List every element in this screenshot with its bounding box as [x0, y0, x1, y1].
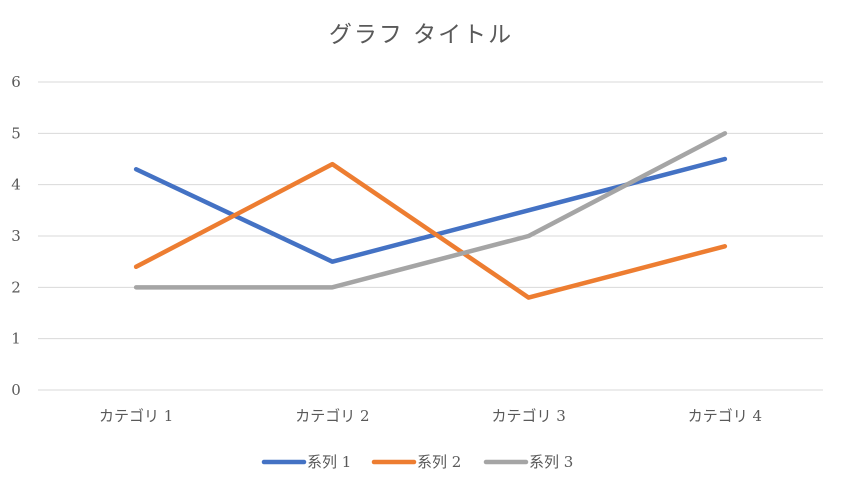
y-tick-label: 5	[11, 124, 21, 142]
y-axis-ticks: 0 1 2 3 4 5 6	[11, 73, 21, 399]
x-tick-label: カテゴリ 2	[295, 407, 369, 425]
y-tick-label: 1	[11, 330, 21, 348]
series-line-3	[133, 131, 728, 290]
legend-label: 系列 2	[417, 453, 461, 471]
legend-item-2: 系列 2	[371, 453, 461, 471]
series-lines	[133, 131, 728, 300]
y-tick-label: 2	[11, 278, 21, 296]
y-tick-label: 6	[11, 73, 21, 91]
y-tick-label: 0	[11, 381, 21, 399]
legend-label: 系列 1	[307, 453, 351, 471]
legend: 系列 1 系列 2 系列 3	[261, 453, 573, 471]
chart-title: グラフ タイトル	[329, 22, 513, 48]
legend-item-3: 系列 3	[483, 453, 573, 471]
series-line-1	[133, 156, 728, 264]
x-tick-label: カテゴリ 1	[99, 407, 173, 425]
series-line-2	[133, 161, 728, 300]
legend-label: 系列 3	[529, 453, 573, 471]
x-axis-ticks: カテゴリ 1 カテゴリ 2 カテゴリ 3 カテゴリ 4	[99, 407, 762, 425]
legend-item-1: 系列 1	[261, 453, 351, 471]
x-tick-label: カテゴリ 4	[688, 407, 762, 425]
y-tick-label: 3	[11, 227, 21, 245]
x-tick-label: カテゴリ 3	[491, 407, 565, 425]
y-tick-label: 4	[11, 176, 21, 194]
